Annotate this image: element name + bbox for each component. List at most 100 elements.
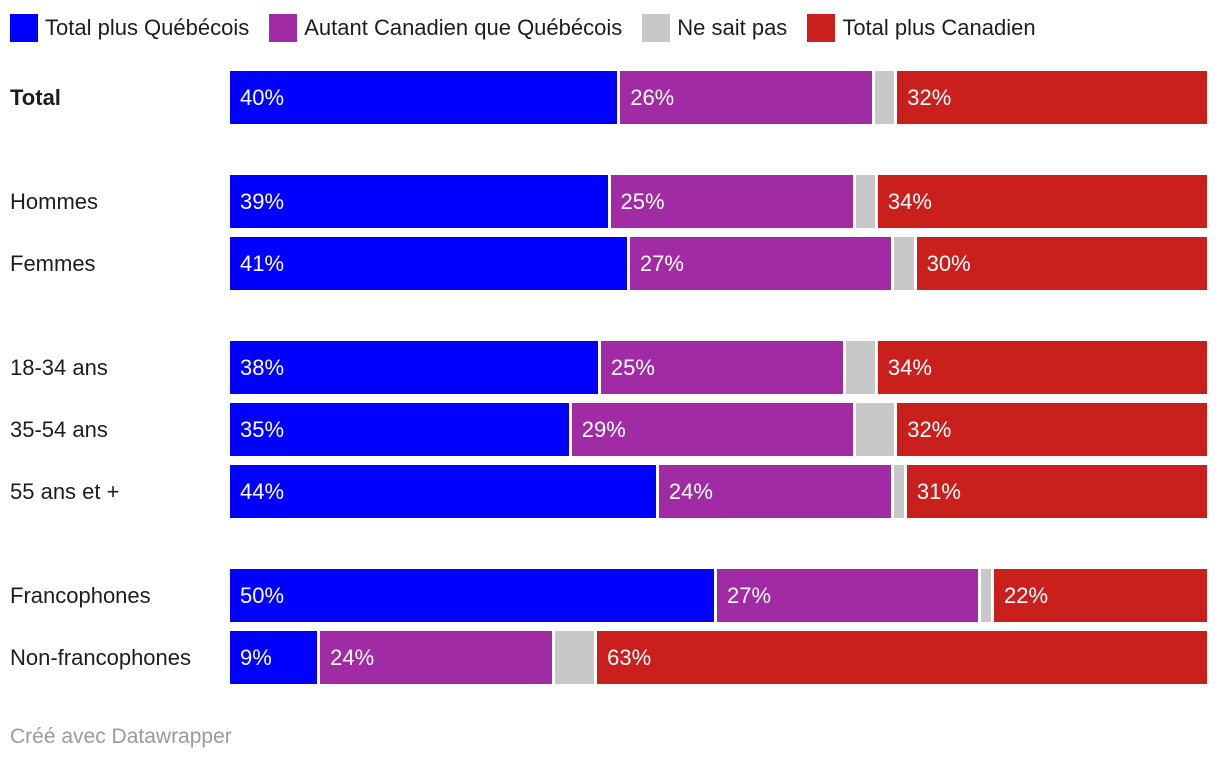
bar-segment-autant-canadien-que-quebecois: 24%	[658, 465, 892, 518]
bar-value-label: 44%	[240, 478, 285, 504]
bar-value-label: 29%	[581, 416, 626, 442]
bar-segment-total-plus-quebecois: 9%	[230, 631, 318, 684]
bar-value-label: 38%	[240, 354, 285, 380]
bar-segment-ne-sait-pas	[855, 175, 875, 228]
bar-segment-total-plus-canadien: 32%	[897, 71, 1208, 124]
stacked-bar: 39% 25% 34%	[230, 175, 1207, 228]
bar-value-label: 27%	[639, 250, 684, 276]
stacked-bar: 50% 27% 22%	[230, 569, 1207, 622]
bar-segment-ne-sait-pas	[555, 631, 595, 684]
bar-value-label: 34%	[887, 188, 932, 214]
bar-segment-autant-canadien-que-quebecois: 26%	[620, 71, 872, 124]
bar-value-label: 32%	[907, 84, 952, 110]
chart-row: 18-34 ans 38% 25% 34%	[0, 341, 1220, 394]
bar-segment-autant-canadien-que-quebecois: 25%	[600, 341, 843, 394]
bar-segment-total-plus-canadien: 30%	[916, 237, 1207, 290]
legend-label: Total plus Québécois	[45, 15, 250, 40]
legend-swatch-ne-sait-pas	[642, 14, 671, 42]
bar-value-label: 25%	[620, 188, 665, 214]
bar-value-label: 39%	[240, 188, 285, 214]
bar-segment-total-plus-canadien: 32%	[897, 403, 1207, 456]
bar-segment-autant-canadien-que-quebecois: 27%	[717, 569, 979, 622]
bar-segment-autant-canadien-que-quebecois: 27%	[629, 237, 892, 290]
legend-label: Ne sait pas	[677, 15, 788, 40]
bar-segment-total-plus-quebecois: 50%	[230, 569, 714, 622]
bar-segment-ne-sait-pas	[855, 403, 895, 456]
bar-segment-total-plus-canadien: 31%	[906, 465, 1207, 518]
legend-swatch-total-plus-canadien	[807, 14, 836, 42]
row-label: Francophones	[10, 582, 151, 608]
row-label: Total	[10, 84, 61, 110]
legend-item-total-plus-quebecois: Total plus Québécois	[10, 14, 249, 42]
bar-segment-ne-sait-pas	[894, 465, 904, 518]
chart-row: 55 ans et + 44% 24% 31%	[0, 465, 1220, 518]
bar-value-label: 9%	[240, 644, 272, 670]
stacked-bar: 41% 27% 30%	[230, 237, 1207, 290]
stacked-bar: 38% 25% 34%	[230, 341, 1208, 394]
bar-segment-total-plus-canadien: 63%	[597, 631, 1207, 684]
bar-value-label: 41%	[240, 250, 285, 276]
bar-value-label: 24%	[668, 478, 713, 504]
row-label: Femmes	[10, 250, 96, 276]
bar-segment-autant-canadien-que-quebecois: 29%	[571, 403, 853, 456]
bar-segment-total-plus-canadien: 34%	[877, 341, 1208, 394]
bar-value-label: 27%	[727, 582, 772, 608]
bar-value-label: 25%	[610, 354, 655, 380]
legend-item-autant-canadien-que-quebecois: Autant Canadien que Québécois	[269, 14, 622, 42]
stacked-bar: 44% 24% 31%	[230, 465, 1207, 518]
stacked-bar-chart: Total 40% 26% 32% Hommes 39% 25% 34% Femmes 41% 27…	[0, 71, 1220, 684]
row-label: 35-54 ans	[10, 416, 108, 442]
legend-label: Autant Canadien que Québécois	[304, 15, 623, 40]
bar-value-label: 35%	[240, 416, 285, 442]
bar-segment-total-plus-quebecois: 35%	[230, 403, 569, 456]
bar-value-label: 34%	[887, 354, 932, 380]
row-group: Total 40% 26% 32%	[0, 71, 1220, 124]
bar-segment-autant-canadien-que-quebecois: 24%	[320, 631, 553, 684]
bar-segment-ne-sait-pas	[845, 341, 875, 394]
bar-segment-autant-canadien-que-quebecois: 25%	[610, 175, 853, 228]
bar-segment-ne-sait-pas	[894, 237, 914, 290]
bar-value-label: 30%	[926, 250, 971, 276]
bar-segment-ne-sait-pas	[874, 71, 895, 124]
chart-row: Femmes 41% 27% 30%	[0, 237, 1220, 290]
legend-label: Total plus Canadien	[842, 15, 1036, 40]
chart-row: Non-francophones 9% 24% 63%	[0, 631, 1220, 684]
legend-item-ne-sait-pas: Ne sait pas	[642, 14, 787, 42]
stacked-bar: 40% 26% 32%	[230, 71, 1208, 124]
chart-row: Francophones 50% 27% 22%	[0, 569, 1220, 622]
bar-segment-total-plus-quebecois: 44%	[230, 465, 656, 518]
bar-segment-total-plus-canadien: 22%	[994, 569, 1207, 622]
bar-value-label: 50%	[240, 582, 285, 608]
row-label: 55 ans et +	[10, 478, 120, 504]
chart-row: Hommes 39% 25% 34%	[0, 175, 1220, 228]
footer: Créé avec Datawrapper	[0, 725, 1220, 749]
legend: Total plus Québécois Autant Canadien que …	[0, 0, 1220, 42]
row-group: 18-34 ans 38% 25% 34% 35-54 ans 35% 29% 32% 55 a…	[0, 341, 1220, 518]
legend-item-total-plus-canadien: Total plus Canadien	[807, 14, 1036, 42]
bar-segment-total-plus-quebecois: 41%	[230, 237, 627, 290]
bar-value-label: 31%	[916, 478, 961, 504]
bar-segment-total-plus-canadien: 34%	[877, 175, 1207, 228]
bar-value-label: 22%	[1004, 582, 1049, 608]
row-label: Non-francophones	[10, 644, 192, 670]
stacked-bar: 35% 29% 32%	[230, 403, 1207, 456]
stacked-bar: 9% 24% 63%	[230, 631, 1207, 684]
bar-value-label: 26%	[630, 84, 675, 110]
legend-swatch-autant-canadien-que-quebecois	[269, 14, 298, 42]
chart-row: 35-54 ans 35% 29% 32%	[0, 403, 1220, 456]
bar-segment-ne-sait-pas	[981, 569, 992, 622]
row-label: Hommes	[10, 188, 99, 214]
bar-value-label: 40%	[240, 84, 285, 110]
bar-value-label: 24%	[330, 644, 375, 670]
bar-segment-total-plus-quebecois: 39%	[230, 175, 608, 228]
credit-text: Créé avec Datawrapper	[10, 725, 232, 748]
bar-value-label: 32%	[907, 416, 952, 442]
legend-swatch-total-plus-quebecois	[10, 14, 38, 42]
bar-segment-total-plus-quebecois: 38%	[230, 341, 598, 394]
row-group: Francophones 50% 27% 22% Non-francophones 9% 2…	[0, 569, 1220, 684]
row-label: 18-34 ans	[10, 354, 108, 380]
bar-value-label: 63%	[607, 644, 652, 670]
chart-row: Total 40% 26% 32%	[0, 71, 1220, 124]
bar-segment-total-plus-quebecois: 40%	[230, 71, 618, 124]
